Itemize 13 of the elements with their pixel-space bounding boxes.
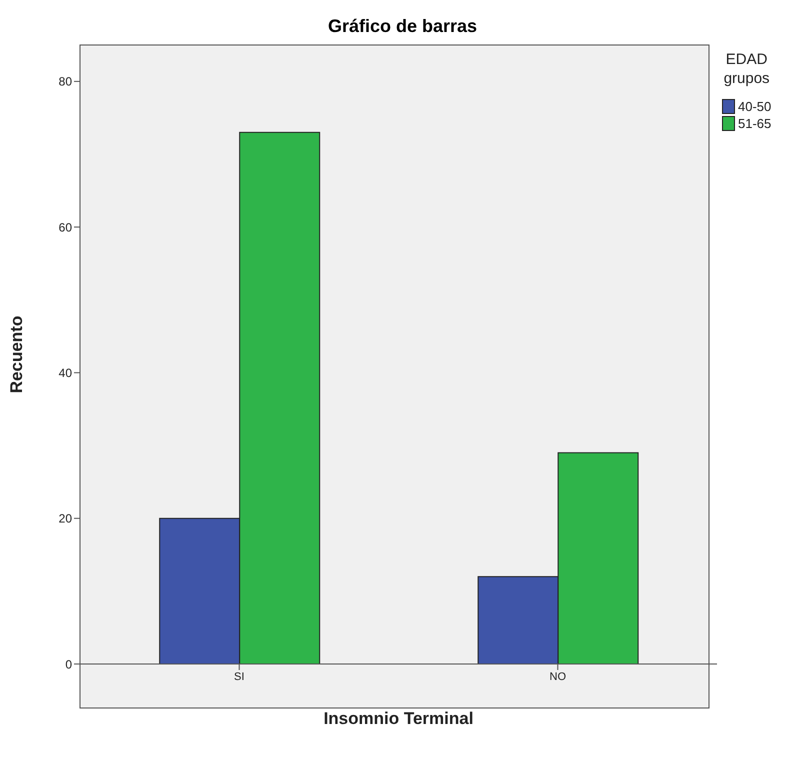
y-tick-label: 40 bbox=[58, 366, 72, 380]
y-tick-label: 60 bbox=[58, 220, 72, 234]
legend-title: EDAD grupos bbox=[722, 50, 771, 88]
legend-label: 40-50 bbox=[738, 99, 772, 114]
chart-title: Gráfico de barras bbox=[326, 16, 478, 37]
x-axis-title: Insomnio Terminal bbox=[324, 709, 474, 728]
legend-label: 51-65 bbox=[738, 116, 772, 131]
y-tick-label: 0 bbox=[65, 657, 72, 672]
x-tick-label: NO bbox=[550, 670, 566, 683]
y-tick-label: 80 bbox=[58, 74, 72, 89]
y-tick-label: 20 bbox=[58, 512, 72, 526]
y-axis-title: Recuento bbox=[7, 316, 26, 394]
x-tick-label: SI bbox=[234, 670, 244, 683]
